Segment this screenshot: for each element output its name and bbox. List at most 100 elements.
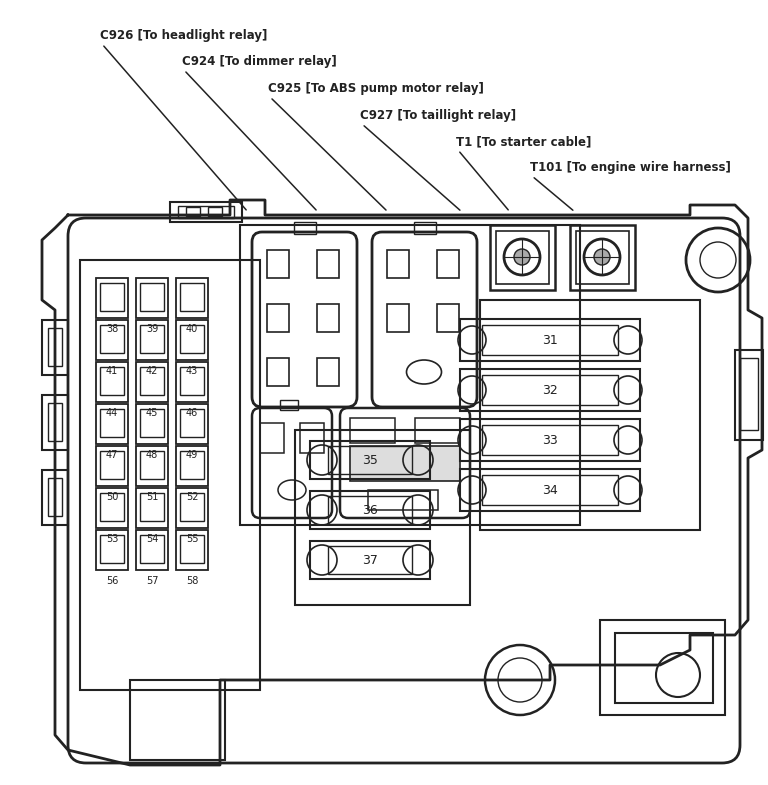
Text: 43: 43	[186, 366, 198, 376]
Text: T101 [To engine wire harness]: T101 [To engine wire harness]	[530, 161, 731, 174]
Bar	[178, 206, 234, 218]
Text: 46: 46	[186, 408, 198, 418]
Bar	[310, 541, 430, 579]
Bar	[186, 207, 200, 216]
Text: 31: 31	[542, 334, 558, 348]
Bar	[130, 680, 225, 760]
Text: C926 [To headlight relay]: C926 [To headlight relay]	[100, 29, 267, 42]
Bar	[176, 446, 208, 486]
Text: 33: 33	[542, 435, 558, 447]
Bar	[280, 400, 298, 410]
Bar	[100, 325, 124, 353]
Bar	[96, 530, 128, 570]
Text: 53: 53	[106, 534, 118, 544]
Bar	[735, 350, 763, 440]
Text: 34: 34	[542, 484, 558, 498]
Bar	[740, 358, 758, 430]
Bar	[140, 451, 164, 479]
Text: C925 [To ABS pump motor relay]: C925 [To ABS pump motor relay]	[268, 82, 484, 95]
Bar	[96, 362, 128, 402]
Bar	[490, 225, 555, 290]
Bar	[267, 250, 289, 278]
Bar	[48, 403, 62, 441]
Text: 45: 45	[146, 408, 158, 418]
Bar	[42, 395, 68, 450]
Text: 35: 35	[362, 455, 378, 468]
Bar	[387, 304, 409, 332]
Bar	[176, 488, 208, 528]
Bar	[140, 367, 164, 395]
Bar	[480, 300, 700, 530]
Text: 42: 42	[146, 366, 158, 376]
Bar	[180, 451, 204, 479]
Circle shape	[514, 249, 530, 265]
Bar	[294, 222, 316, 234]
Bar	[414, 222, 436, 234]
Text: 49: 49	[186, 450, 198, 460]
Bar	[140, 409, 164, 437]
Bar	[180, 283, 204, 311]
Bar	[482, 475, 618, 505]
Bar	[180, 367, 204, 395]
Text: 44: 44	[106, 408, 118, 418]
Bar	[482, 325, 618, 355]
Bar	[180, 535, 204, 563]
Bar	[600, 620, 725, 715]
Text: 41: 41	[106, 366, 118, 376]
Bar	[136, 362, 168, 402]
Text: 50: 50	[106, 492, 118, 502]
Bar	[300, 423, 324, 453]
Bar	[460, 419, 640, 461]
Text: C927 [To taillight relay]: C927 [To taillight relay]	[360, 109, 516, 122]
Bar	[267, 304, 289, 332]
Bar	[140, 535, 164, 563]
Text: 32: 32	[542, 385, 558, 397]
Bar	[42, 320, 68, 375]
Bar	[317, 250, 339, 278]
Text: 55: 55	[186, 534, 198, 544]
Text: 39: 39	[146, 324, 158, 334]
Bar	[387, 250, 409, 278]
Text: C924 [To dimmer relay]: C924 [To dimmer relay]	[182, 55, 336, 68]
Bar	[328, 496, 412, 524]
Bar	[136, 404, 168, 444]
Bar	[100, 367, 124, 395]
Bar	[176, 404, 208, 444]
Text: 36: 36	[362, 505, 378, 517]
Bar	[42, 470, 68, 525]
Bar	[437, 250, 459, 278]
Bar	[482, 425, 618, 455]
Bar	[96, 404, 128, 444]
Bar	[176, 362, 208, 402]
Bar	[317, 304, 339, 332]
Bar	[496, 231, 549, 284]
Text: 54: 54	[146, 534, 158, 544]
Bar	[48, 478, 62, 516]
Bar	[415, 418, 460, 443]
Bar	[80, 260, 260, 690]
Bar	[460, 319, 640, 361]
Bar	[180, 325, 204, 353]
Bar	[140, 493, 164, 521]
Bar	[615, 633, 713, 703]
Bar	[176, 530, 208, 570]
Bar	[180, 409, 204, 437]
Bar	[176, 320, 208, 360]
Bar	[460, 469, 640, 511]
Circle shape	[594, 249, 610, 265]
Bar	[136, 530, 168, 570]
Bar	[310, 441, 430, 479]
Bar	[295, 430, 470, 605]
Bar	[176, 278, 208, 318]
Bar	[260, 423, 284, 453]
Bar	[350, 446, 460, 481]
Bar	[170, 202, 242, 222]
Text: 47: 47	[106, 450, 118, 460]
Bar	[100, 535, 124, 563]
Bar	[140, 325, 164, 353]
Bar	[100, 451, 124, 479]
Bar	[48, 328, 62, 366]
Text: 58: 58	[186, 576, 198, 586]
Bar	[96, 278, 128, 318]
Bar	[140, 283, 164, 311]
